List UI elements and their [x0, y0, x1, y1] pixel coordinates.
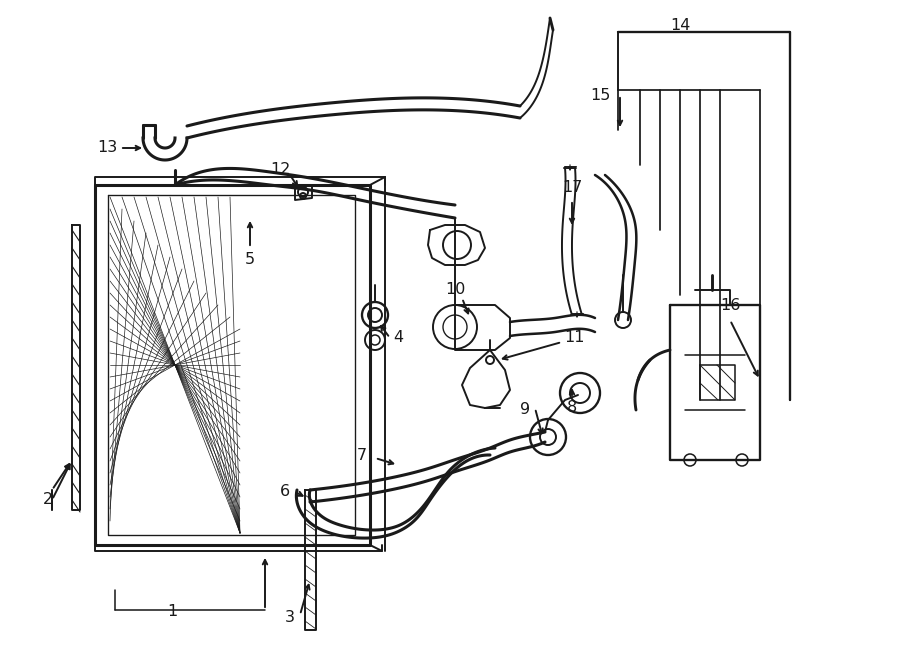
- Text: 4: 4: [393, 330, 403, 346]
- Text: 8: 8: [567, 401, 577, 416]
- Text: 6: 6: [280, 485, 290, 500]
- Text: 9: 9: [520, 403, 530, 418]
- Text: 10: 10: [445, 282, 465, 297]
- Text: 7: 7: [357, 447, 367, 463]
- Text: 2: 2: [43, 492, 53, 508]
- Text: 15: 15: [590, 87, 610, 102]
- Text: 12: 12: [270, 163, 290, 178]
- Text: 11: 11: [565, 330, 585, 346]
- Text: 3: 3: [285, 611, 295, 625]
- Text: 13: 13: [97, 141, 117, 155]
- Text: 16: 16: [720, 297, 740, 313]
- Text: 5: 5: [245, 253, 255, 268]
- Text: 1: 1: [166, 605, 177, 619]
- Text: 17: 17: [562, 180, 582, 196]
- Text: 14: 14: [670, 17, 690, 32]
